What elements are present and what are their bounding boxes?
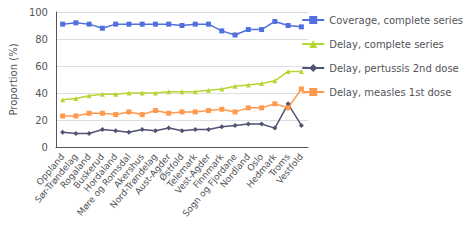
svg-text:100: 100 (29, 7, 48, 18)
svg-text:Delay, measles 1st dose: Delay, measles 1st dose (329, 87, 451, 98)
svg-text:Akershus: Akershus (112, 151, 146, 190)
svg-text:Vestfold: Vestfold (274, 152, 305, 186)
svg-text:0: 0 (42, 142, 48, 153)
svg-text:Delay, pertussis 2nd dose: Delay, pertussis 2nd dose (329, 63, 459, 74)
svg-text:Telemark: Telemark (165, 151, 200, 190)
svg-text:Buskerud: Buskerud (71, 151, 107, 191)
svg-text:Hedmark: Hedmark (244, 151, 279, 190)
svg-text:60: 60 (35, 61, 48, 72)
svg-text:20: 20 (35, 115, 48, 126)
svg-text:Østfold: Østfold (157, 151, 186, 183)
svg-text:Oppland: Oppland (34, 151, 67, 188)
svg-text:Sogn og Fjordane: Sogn og Fjordane (181, 151, 240, 218)
svg-text:Møre og Romsdal: Møre og Romsdal (75, 151, 133, 218)
svg-text:Vest-Agder: Vest-Agder (173, 151, 213, 196)
svg-text:Aust-Agder: Aust-Agder (132, 151, 173, 197)
svg-text:Oslo: Oslo (245, 151, 266, 174)
svg-text:40: 40 (35, 88, 48, 99)
svg-text:Finnmark: Finnmark (191, 151, 226, 191)
svg-text:Nordland: Nordland (218, 151, 253, 190)
svg-text:Coverage, complete series: Coverage, complete series (329, 15, 463, 26)
svg-text:Nord-Trøndelag: Nord-Trøndelag (107, 151, 160, 211)
svg-text:Sør-Trøndelag: Sør-Trøndelag (32, 151, 80, 205)
svg-text:80: 80 (35, 34, 48, 45)
svg-text:Hordaland: Hordaland (82, 151, 120, 194)
svg-text:Rogaland: Rogaland (58, 151, 93, 191)
svg-text:Delay, complete series: Delay, complete series (329, 39, 444, 50)
svg-text:Troms: Troms (267, 151, 292, 179)
svg-text:Proportion (%): Proportion (%) (8, 43, 19, 115)
